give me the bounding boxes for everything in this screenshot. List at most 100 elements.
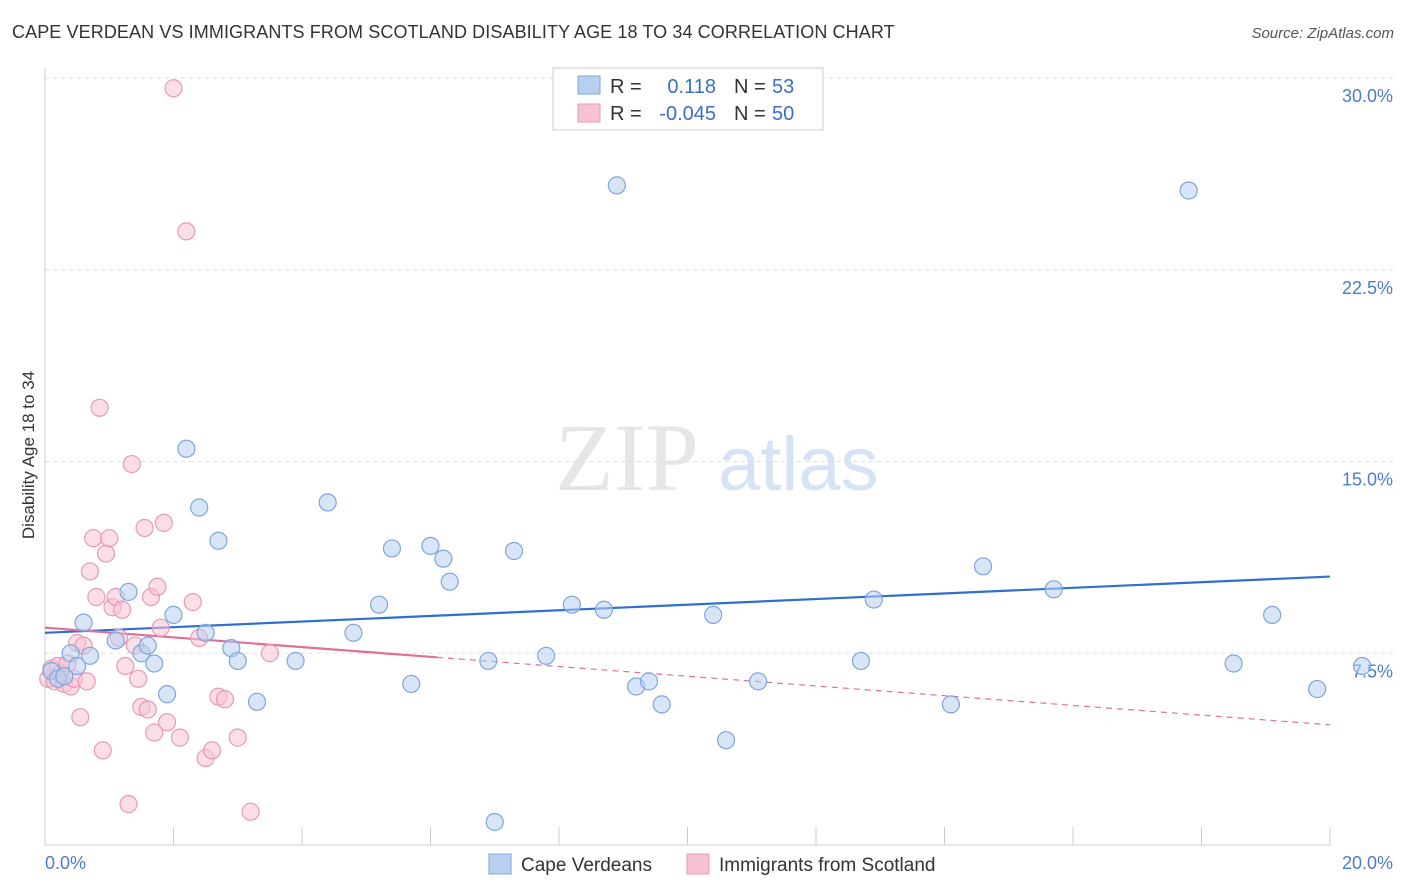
series-legend-label-pink: Immigrants from Scotland [719, 855, 935, 876]
data-point [183, 593, 202, 612]
watermark-atlas: atlas [718, 422, 879, 507]
legend-swatch-pink [577, 103, 601, 123]
trend-lines [44, 575, 1331, 726]
series-legend: Cape Verdeans Immigrants from Scotland [488, 853, 935, 876]
y-tick-label: 15.0% [1342, 470, 1393, 490]
data-point [402, 674, 421, 694]
data-point [704, 605, 723, 625]
legend-r-value-pink: -0.045 [659, 103, 716, 125]
data-point [440, 572, 459, 591]
data-point [1224, 654, 1243, 673]
data-point [504, 541, 524, 561]
x-tick-label-max: 20.0% [1342, 853, 1393, 873]
data-point [247, 692, 267, 711]
x-tick-label-min: 0.0% [45, 853, 86, 873]
data-point [1308, 679, 1327, 699]
axes [44, 68, 1331, 846]
data-point [145, 654, 164, 673]
data-point [215, 690, 234, 709]
data-point [190, 498, 209, 517]
series-immigrants-from-scotland [39, 79, 279, 821]
data-point [382, 539, 402, 558]
data-point [80, 646, 100, 665]
data-point [145, 723, 164, 742]
data-point [1179, 181, 1198, 200]
trend-line-solid [44, 626, 438, 659]
data-point [639, 672, 659, 691]
series-legend-swatch-pink [686, 853, 710, 875]
data-point [196, 623, 215, 642]
grid-lines [45, 77, 1395, 654]
data-point [1044, 580, 1063, 599]
data-point [209, 531, 228, 550]
x-tick-labels: 0.0% 20.0% [45, 853, 1393, 873]
data-point [318, 493, 337, 512]
data-point [864, 590, 883, 609]
data-point [100, 529, 119, 548]
data-point [77, 672, 96, 691]
legend-n-value-pink: 50 [772, 103, 794, 125]
watermark-zip: ZIP [555, 404, 699, 511]
data-point [434, 549, 453, 568]
data-point [116, 656, 135, 676]
data-point [228, 728, 247, 747]
trend-line-solid [44, 575, 1331, 634]
data-point [80, 562, 100, 581]
data-point [154, 513, 173, 532]
data-point [119, 582, 138, 601]
data-point [96, 544, 116, 563]
data-point [90, 398, 109, 417]
legend-r-value-blue: 0.118 [667, 76, 716, 98]
data-point [228, 651, 247, 671]
data-point [260, 644, 279, 663]
data-point [151, 618, 170, 637]
data-point [241, 802, 260, 821]
stats-legend: R = 0.118 N = 53 R = -0.045 N = 50 [552, 67, 824, 131]
data-point [138, 636, 157, 655]
legend-n-value-blue: 53 [772, 76, 794, 98]
y-tick-labels: 7.5%15.0%22.5%30.0% [1342, 86, 1393, 681]
data-point [170, 728, 190, 747]
data-point [607, 176, 626, 195]
data-point [119, 794, 138, 814]
y-tick-label: 30.0% [1342, 86, 1393, 106]
trend-line-dashed [436, 656, 1331, 726]
data-point [177, 222, 196, 241]
data-point [421, 536, 440, 555]
data-point [138, 700, 157, 719]
series-legend-swatch-blue [488, 853, 512, 875]
data-point [164, 605, 183, 625]
data-point [177, 439, 196, 458]
source-note: Source: ZipAtlas.com [1251, 25, 1394, 42]
data-point [851, 651, 871, 671]
data-point [84, 529, 103, 548]
data-point [537, 646, 556, 665]
data-point [370, 595, 389, 614]
data-point [74, 613, 93, 632]
data-point [1353, 656, 1372, 676]
data-point [202, 741, 222, 760]
legend-n-label-blue: N = [734, 76, 766, 98]
y-tick-label: 22.5% [1342, 278, 1393, 298]
data-point [1263, 605, 1282, 625]
data-point [68, 656, 87, 676]
data-point [594, 600, 614, 619]
data-point [941, 695, 961, 714]
data-point [286, 651, 305, 671]
data-point [749, 672, 768, 691]
legend-r-label-pink: R = [610, 103, 642, 125]
data-point [112, 600, 132, 619]
data-point [973, 557, 993, 576]
series-legend-label-blue: Cape Verdeans [521, 855, 652, 876]
data-point [344, 623, 363, 642]
data-point [485, 812, 504, 832]
data-point [93, 741, 112, 760]
data-point [479, 651, 498, 671]
data-point [157, 713, 177, 732]
data-point [652, 695, 671, 714]
data-point [716, 731, 736, 750]
data-point [157, 685, 177, 704]
data-point [106, 631, 125, 650]
y-axis-label: Disability Age 18 to 34 [19, 371, 38, 539]
